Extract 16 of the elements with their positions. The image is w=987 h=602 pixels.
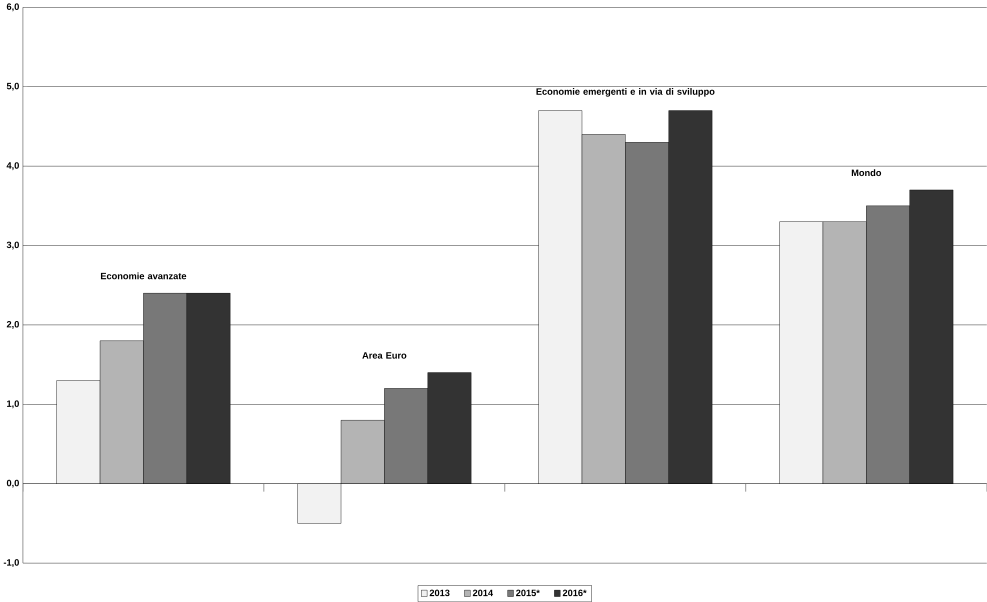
y-tick-label: 4,0 xyxy=(6,162,19,170)
y-tick-label: 5,0 xyxy=(6,82,19,91)
legend-label: 2015* xyxy=(516,590,540,596)
x-tick-label: Economie emergenti e in via di sviluppo xyxy=(536,88,714,97)
legend-label: 2014 xyxy=(472,590,494,596)
y-tick-label: -1,0 xyxy=(4,559,19,568)
y-tick-label: 3,0 xyxy=(6,242,19,250)
y-tick-label: 1,0 xyxy=(7,400,19,408)
x-tick-label: Economie avanzate xyxy=(100,272,186,280)
legend-label: 2013 xyxy=(430,590,450,596)
legend-label: 2016* xyxy=(562,590,587,596)
x-tick-label: Mondo xyxy=(852,169,882,176)
y-tick-label: 0,0 xyxy=(6,480,19,488)
y-tick-label: 2,0 xyxy=(6,321,19,329)
y-tick-label: 6,0 xyxy=(6,3,19,12)
x-tick-label: Area Euro xyxy=(362,352,406,359)
